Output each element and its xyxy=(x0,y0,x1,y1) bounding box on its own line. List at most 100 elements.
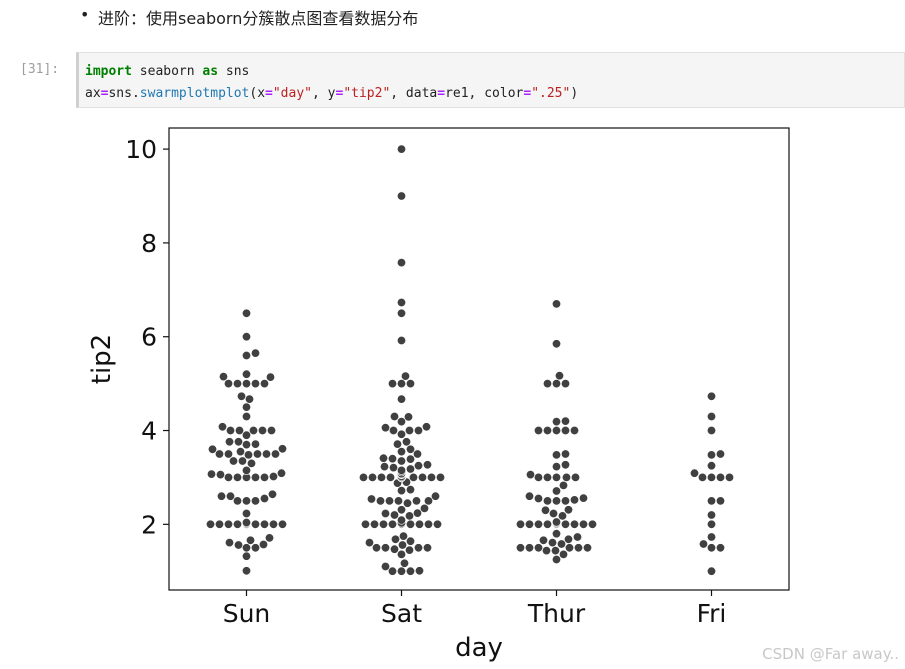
swarm-point-sat xyxy=(430,491,440,501)
swarm-point-thur xyxy=(557,511,567,521)
swarm-point-sun xyxy=(257,425,267,435)
swarm-point-sun xyxy=(245,394,255,404)
swarm-point-sat xyxy=(423,496,433,506)
swarm-point-sun xyxy=(259,472,269,482)
swarm-point-thur xyxy=(551,299,561,309)
swarm-point-thur xyxy=(558,549,568,559)
swarm-point-fri xyxy=(706,543,716,553)
swarm-point-sat xyxy=(404,511,414,521)
swarm-point-sat xyxy=(380,543,390,553)
swarm-point-sun xyxy=(242,411,252,421)
swarm-point-sun xyxy=(251,543,261,553)
swarm-point-thur xyxy=(542,379,552,389)
swarm-point-sat xyxy=(380,508,390,518)
swarm-point-sun xyxy=(277,519,287,529)
swarm-point-sun xyxy=(242,508,252,518)
swarm-point-sun xyxy=(242,402,252,412)
swarm-point-sat xyxy=(378,519,388,529)
code-text: ) xyxy=(570,86,579,101)
markdown-bullet: • 进阶：使用seaborn分簇散点图查看数据分布 xyxy=(80,5,418,29)
y-tick-label: 6 xyxy=(141,323,157,352)
swarm-point-thur xyxy=(551,529,561,539)
swarm-point-sat xyxy=(411,496,421,506)
keyword-as: as xyxy=(202,64,219,79)
swarm-point-thur xyxy=(582,543,592,553)
swarm-point-sat xyxy=(371,543,381,553)
swarm-point-sun xyxy=(251,348,261,358)
swarm-point-sat xyxy=(413,425,423,435)
code-text: , y xyxy=(312,86,336,101)
swarm-point-sun xyxy=(218,422,228,432)
swarm-point-sun xyxy=(244,450,254,460)
swarm-point-sat xyxy=(387,379,397,389)
swarm-point-sat xyxy=(390,534,400,544)
swarm-point-sat xyxy=(358,472,368,482)
swarm-point-thur xyxy=(551,472,561,482)
swarm-point-sat xyxy=(396,191,406,201)
code-cell[interactable]: import seaborn as sns ax=sns.swarmplotmp… xyxy=(76,52,905,108)
swarm-point-thur xyxy=(587,519,597,529)
swarm-point-thur xyxy=(551,462,561,472)
swarm-point-sat xyxy=(405,536,415,546)
swarm-point-sat xyxy=(380,561,390,571)
swarm-point-sun xyxy=(242,369,252,379)
swarm-point-sun xyxy=(264,533,274,543)
swarm-point-sun xyxy=(242,465,252,475)
swarm-point-sun xyxy=(259,379,269,389)
swarm-point-thur xyxy=(578,519,588,529)
y-tick-label: 2 xyxy=(141,510,157,539)
swarm-point-sat xyxy=(408,472,418,482)
swarm-point-sat xyxy=(396,144,406,154)
swarm-point-sun xyxy=(246,535,256,545)
swarm-point-thur xyxy=(524,519,534,529)
swarm-point-thur xyxy=(551,417,561,427)
swarm-point-sat xyxy=(396,465,406,475)
swarm-point-sat xyxy=(396,417,406,427)
swarm-point-sat xyxy=(396,505,406,515)
swarm-point-sun xyxy=(242,543,252,553)
swarm-point-thur xyxy=(533,519,543,529)
swarm-point-sun xyxy=(207,469,217,479)
swarm-point-sun xyxy=(247,458,257,468)
swarm-point-thur xyxy=(561,472,571,482)
swarm-point-thur xyxy=(542,519,552,529)
swarm-point-sun xyxy=(268,519,278,529)
swarm-point-thur xyxy=(524,543,534,553)
keyword-import: import xyxy=(85,64,132,79)
swarm-point-sun xyxy=(242,496,252,506)
swarm-plot: 2 4 6 8 10 Sun Sat Thur Fri day tip2 xyxy=(87,127,790,663)
swarm-point-sat xyxy=(413,461,423,471)
swarm-point-sat xyxy=(404,425,414,435)
swarm-point-sun xyxy=(261,449,271,459)
code-obj: sns. xyxy=(108,86,140,101)
swarm-point-fri xyxy=(724,472,734,482)
swarm-point-thur xyxy=(551,339,561,349)
code-function: swarmplotmplot xyxy=(139,86,250,101)
swarm-point-thur xyxy=(554,371,564,381)
swarm-point-sun xyxy=(242,430,252,440)
swarm-point-sun xyxy=(226,491,236,501)
swarm-point-fri xyxy=(715,496,725,506)
swarm-point-sat xyxy=(432,519,442,529)
swarm-point-sat xyxy=(419,503,429,513)
swarm-point-sat xyxy=(387,519,397,529)
swarm-point-thur xyxy=(538,535,548,545)
swarm-point-sat xyxy=(375,496,385,506)
x-tick-label: Fri xyxy=(697,599,727,628)
swarm-point-sat xyxy=(412,449,422,459)
swarm-point-fri xyxy=(715,543,725,553)
swarm-point-sat xyxy=(389,510,399,520)
swarm-point-thur xyxy=(542,425,552,435)
swarm-point-sun xyxy=(251,472,261,482)
swarm-point-thur xyxy=(533,472,543,482)
swarm-point-fri xyxy=(706,411,716,421)
swarm-point-sat xyxy=(405,485,415,495)
swarm-point-sat xyxy=(421,422,431,432)
code-editor[interactable]: import seaborn as sns ax=sns.swarmplotmp… xyxy=(85,61,578,105)
swarm-point-thur xyxy=(550,546,560,556)
swarm-point-sun xyxy=(229,456,239,466)
swarm-point-sun xyxy=(251,496,261,506)
swarm-point-sat xyxy=(396,258,406,268)
swarm-point-thur xyxy=(542,496,552,506)
swarm-point-fri xyxy=(706,461,716,471)
